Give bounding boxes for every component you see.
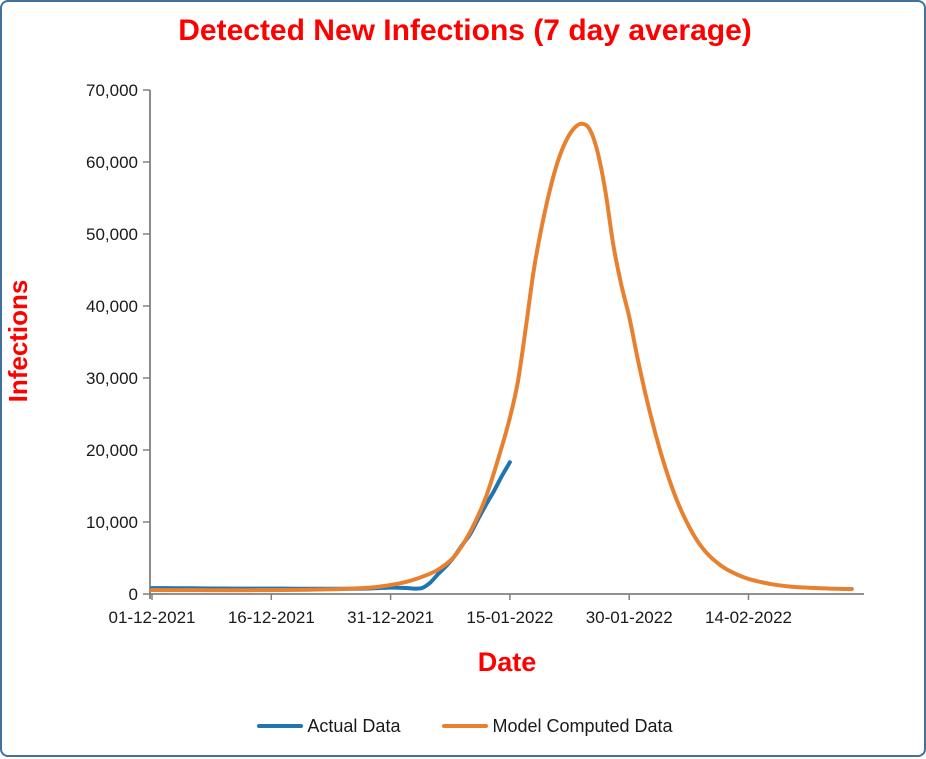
axis-lines: [149, 90, 864, 599]
x-tick-label: 15-01-2022: [466, 608, 553, 627]
x-axis-title: Date: [477, 647, 537, 677]
y-tick-label: 10,000: [86, 513, 138, 532]
legend-label-actual-data: Actual Data: [307, 715, 401, 736]
y-tick-label: 40,000: [86, 297, 138, 316]
legend-swatch-model-data: [442, 724, 489, 728]
y-tick-label: 0: [129, 585, 138, 604]
legend-item-model-data: Model Computed Data: [442, 715, 673, 737]
x-tick-label: 01-12-2021: [109, 608, 196, 627]
legend-label-model-data: Model Computed Data: [492, 715, 673, 736]
y-tick-label: 70,000: [86, 81, 138, 100]
legend-item-actual-data: Actual Data: [257, 716, 400, 737]
actual-data-line: [150, 460, 512, 591]
chart-title: Detected New Infections (7 day average): [178, 14, 752, 47]
y-tick-label: 50,000: [86, 225, 138, 244]
x-tick-label: 30-01-2022: [586, 608, 673, 627]
y-tick-label: 60,000: [86, 153, 138, 172]
x-tick-label: 14-02-2022: [705, 608, 792, 627]
x-tick-label: 16-12-2021: [228, 608, 315, 627]
legend-swatch-actual-data: [257, 724, 304, 728]
x-tick-label: 31-12-2021: [347, 608, 434, 627]
y-tick-label: 20,000: [86, 441, 138, 460]
model-data-line: [150, 121, 854, 593]
y-tick-label: 30,000: [86, 369, 138, 388]
legend: Actual Data Model Computed Data: [2, 712, 926, 740]
